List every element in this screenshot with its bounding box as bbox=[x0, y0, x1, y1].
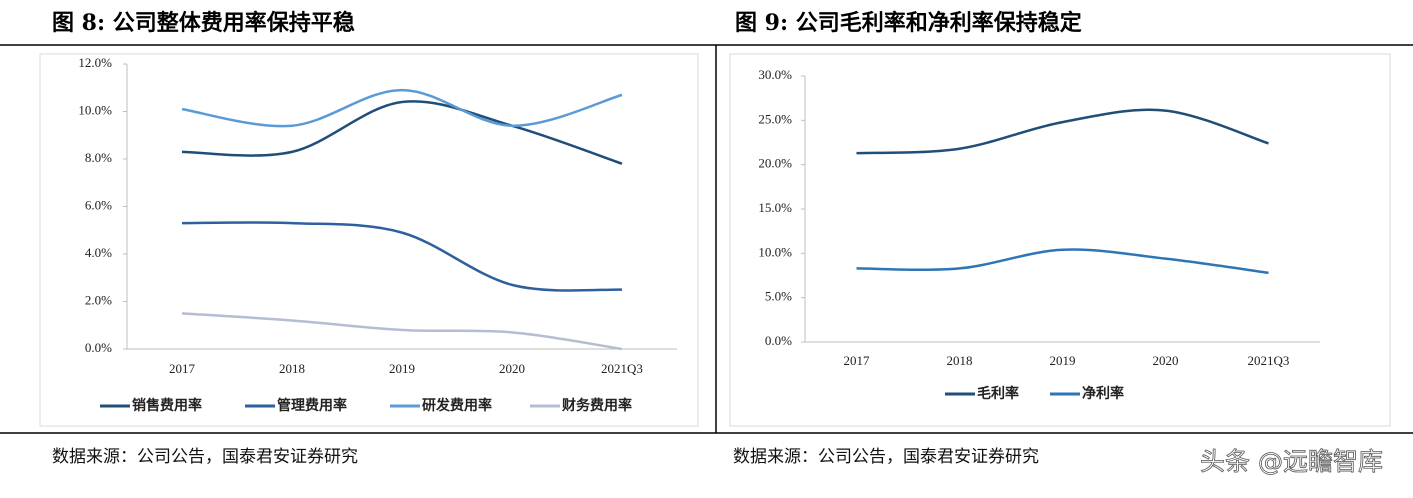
x-tick-label: 2019 bbox=[1050, 353, 1076, 368]
y-tick-label: 5.0% bbox=[765, 289, 792, 304]
x-tick-label: 2017 bbox=[169, 361, 196, 376]
y-tick-label: 10.0% bbox=[758, 244, 792, 259]
x-tick-label: 2020 bbox=[1153, 353, 1179, 368]
series-line bbox=[856, 108, 1269, 155]
y-tick-label: 4.0% bbox=[85, 245, 112, 260]
x-tick-label: 2021Q3 bbox=[1248, 353, 1290, 368]
y-tick-label: 8.0% bbox=[85, 150, 112, 165]
y-tick-label: 12.0% bbox=[78, 55, 112, 70]
source-note: 数据来源：公司公告，国泰君安证券研究 bbox=[733, 447, 1039, 467]
y-tick-label: 30.0% bbox=[758, 67, 792, 82]
source-note: 数据来源：公司公告，国泰君安证券研究 bbox=[52, 447, 358, 467]
series-line bbox=[181, 88, 623, 128]
series-line bbox=[856, 248, 1269, 275]
series-line bbox=[181, 221, 623, 292]
y-tick-label: 20.0% bbox=[758, 156, 792, 171]
x-tick-label: 2018 bbox=[279, 361, 305, 376]
y-tick-label: 15.0% bbox=[758, 200, 792, 215]
chart-frame bbox=[729, 53, 1391, 427]
legend-label: 管理费用率 bbox=[277, 397, 347, 414]
y-tick-label: 0.0% bbox=[85, 340, 112, 355]
series-line bbox=[181, 312, 623, 351]
legend-label: 净利率 bbox=[1082, 385, 1124, 402]
watermark: 头条 @远瞻智库 bbox=[1200, 447, 1383, 476]
x-tick-label: 2018 bbox=[947, 353, 973, 368]
legend-label: 财务费用率 bbox=[561, 397, 632, 414]
x-tick-label: 2017 bbox=[844, 353, 871, 368]
y-tick-label: 0.0% bbox=[765, 333, 792, 348]
series-line bbox=[181, 100, 623, 165]
chart-frame bbox=[39, 53, 699, 427]
y-tick-label: 6.0% bbox=[85, 197, 112, 212]
legend-label: 毛利率 bbox=[977, 385, 1019, 402]
x-tick-label: 2021Q3 bbox=[601, 361, 643, 376]
legend-label: 销售费用率 bbox=[132, 397, 202, 414]
y-tick-label: 10.0% bbox=[78, 102, 112, 117]
legend-label: 研发费用率 bbox=[422, 397, 492, 414]
chart-title: 图 9: 公司毛利率和净利率保持稳定 bbox=[735, 10, 1082, 36]
x-tick-label: 2020 bbox=[499, 361, 525, 376]
y-tick-label: 2.0% bbox=[85, 292, 112, 307]
x-tick-label: 2019 bbox=[389, 361, 415, 376]
y-tick-label: 25.0% bbox=[758, 111, 792, 126]
chart-title: 图 8: 公司整体费用率保持平稳 bbox=[52, 10, 355, 36]
